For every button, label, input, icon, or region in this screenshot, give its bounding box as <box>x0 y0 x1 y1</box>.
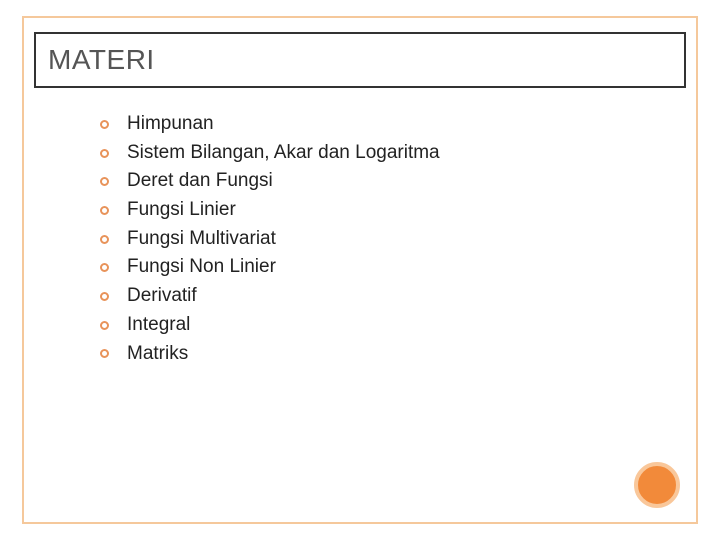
list-item-label: Fungsi Non Linier <box>127 255 276 280</box>
bullet-icon <box>100 235 109 244</box>
bullet-icon <box>100 263 109 272</box>
bullet-icon <box>100 120 109 129</box>
slide-title-box: MATERI <box>34 32 686 88</box>
bullet-icon <box>100 149 109 158</box>
bullet-icon <box>100 292 109 301</box>
bullet-icon <box>100 349 109 358</box>
list-item-label: Matriks <box>127 342 188 367</box>
list-item: Derivatif <box>100 284 670 309</box>
list-item: Fungsi Multivariat <box>100 227 670 252</box>
list-item-label: Sistem Bilangan, Akar dan Logaritma <box>127 141 440 166</box>
list-item: Himpunan <box>100 112 670 137</box>
content-list: Himpunan Sistem Bilangan, Akar dan Logar… <box>100 112 670 370</box>
bullet-icon <box>100 321 109 330</box>
list-item-label: Himpunan <box>127 112 214 137</box>
slide-title: MATERI <box>48 44 672 76</box>
list-item: Matriks <box>100 342 670 367</box>
list-item: Fungsi Linier <box>100 198 670 223</box>
list-item-label: Integral <box>127 313 190 338</box>
list-item: Integral <box>100 313 670 338</box>
list-item-label: Derivatif <box>127 284 197 309</box>
list-item: Deret dan Fungsi <box>100 169 670 194</box>
list-item-label: Deret dan Fungsi <box>127 169 273 194</box>
bullet-icon <box>100 206 109 215</box>
list-item: Sistem Bilangan, Akar dan Logaritma <box>100 141 670 166</box>
list-item-label: Fungsi Linier <box>127 198 236 223</box>
bullet-icon <box>100 177 109 186</box>
accent-circle-icon <box>634 462 680 508</box>
list-item-label: Fungsi Multivariat <box>127 227 276 252</box>
list-item: Fungsi Non Linier <box>100 255 670 280</box>
